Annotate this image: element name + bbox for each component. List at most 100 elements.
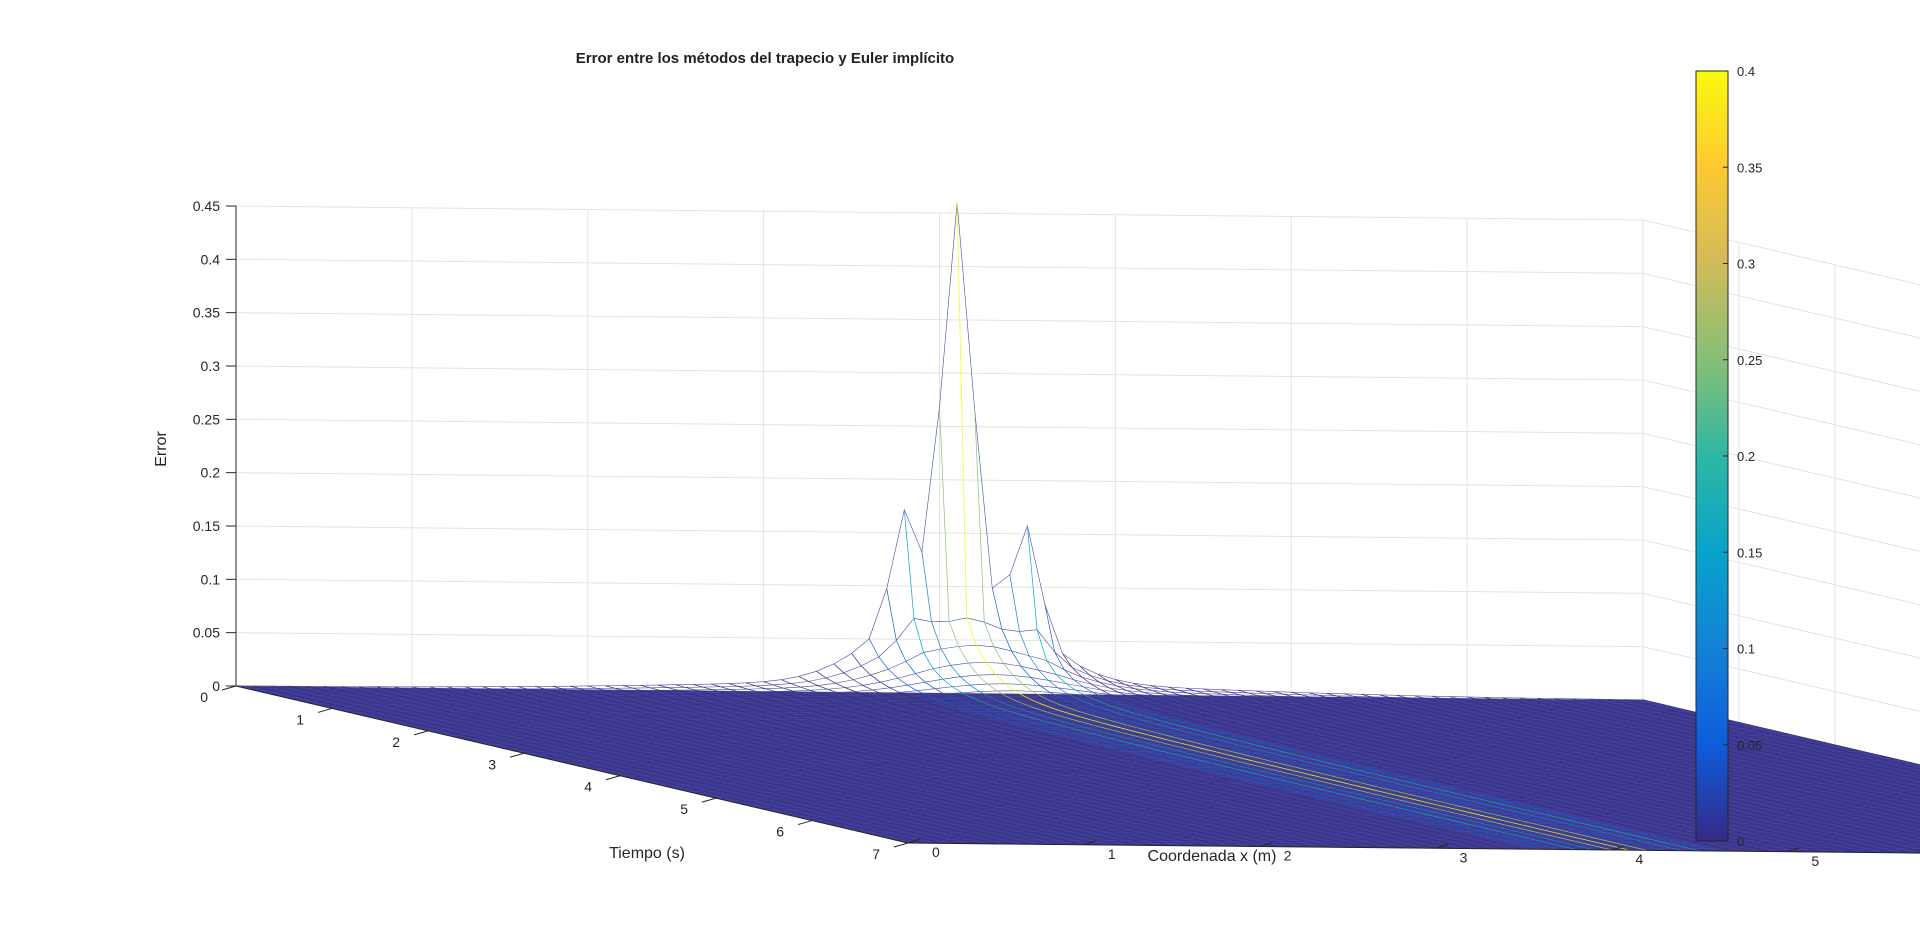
mesh-line: [1044, 604, 1718, 852]
mesh-line: [570, 685, 1243, 847]
mesh-line: [675, 684, 1348, 848]
mesh-line: [1554, 698, 1920, 785]
grid-line: [1642, 646, 1920, 712]
x-tick-label: 4: [1636, 851, 1644, 867]
mesh-line: [1079, 665, 1753, 852]
mesh-line: [728, 683, 1401, 849]
mesh-line: [693, 684, 1366, 848]
grid-line: [235, 578, 1644, 594]
y-tick-mark: [701, 797, 717, 803]
mesh-line: [816, 671, 1489, 850]
mesh-line: [1027, 525, 1700, 852]
axes-lines: [221, 205, 1920, 854]
grid-line: [235, 312, 1644, 328]
colorbar-tick-label: 0.3: [1737, 257, 1755, 272]
x-axis-label: Coordenada x (m): [1148, 848, 1277, 865]
mesh-line: [464, 686, 1137, 846]
y-tick-mark: [413, 730, 429, 736]
mesh-line: [1291, 691, 1920, 844]
mesh-line: [1484, 696, 1920, 801]
y-tick-label: 6: [776, 824, 784, 840]
y-tick-label: 4: [584, 779, 592, 795]
mesh-line: [499, 686, 1172, 846]
mesh-line: [781, 679, 1454, 849]
grid-line: [235, 418, 1644, 434]
mesh-line: [903, 509, 1577, 850]
colorbar-tick-label: 0.05: [1737, 738, 1762, 753]
colorbar-tick-label: 0.2: [1737, 449, 1755, 464]
mesh-line: [359, 686, 1032, 845]
x-tick-label: 2: [1284, 848, 1292, 864]
mesh-line: [851, 653, 1524, 850]
mesh-line: [482, 686, 1155, 846]
y-tick-label: 1: [296, 711, 304, 727]
x-tick-label: 0: [932, 844, 940, 860]
y-tick-label: 0: [200, 689, 208, 705]
grid-line: [235, 632, 1644, 648]
mesh-line: [534, 686, 1208, 847]
mesh-line: [446, 686, 1120, 846]
mesh-line: [323, 686, 997, 845]
grid-line: [1642, 326, 1920, 392]
mesh-line: [1326, 692, 1920, 836]
z-tick-label: 0.15: [193, 518, 220, 534]
z-tick-label: 0.45: [193, 198, 220, 214]
mesh-line: [1115, 679, 1788, 853]
colorbar-tick-label: 0.25: [1737, 353, 1762, 368]
y-tick-label: 7: [872, 846, 880, 862]
colorbar-tick-label: 0: [1737, 834, 1744, 849]
x-tick-mark: [1083, 840, 1097, 846]
mesh-line: [517, 686, 1190, 847]
mesh-line: [1467, 696, 1920, 805]
mesh-line: [974, 409, 1647, 851]
y-tick-label: 3: [488, 756, 496, 772]
mesh-line: [640, 684, 1313, 848]
z-axis-label: Error: [153, 431, 170, 467]
mesh-line: [1396, 694, 1920, 821]
mesh-line: [411, 686, 1084, 846]
grid-line: [1642, 486, 1920, 552]
mesh-line: [271, 685, 944, 844]
z-tick-label: 0.25: [193, 411, 220, 427]
mesh-line: [605, 685, 1278, 847]
mesh-line: [1273, 691, 1920, 848]
mesh-line: [710, 683, 1383, 849]
x-tick-label: 1: [1108, 846, 1116, 862]
mesh-line: [552, 685, 1225, 847]
y-tick-mark: [509, 752, 525, 758]
mesh-line: [1062, 653, 1735, 852]
mesh-line: [429, 686, 1102, 846]
mesh-line: [1519, 697, 1920, 793]
mesh-line: [306, 686, 979, 845]
mesh-line: [622, 685, 1296, 848]
mesh-line: [1414, 695, 1920, 817]
x-tick-mark: [907, 838, 921, 844]
mesh-line: [1255, 690, 1920, 852]
y-tick-mark: [605, 775, 621, 781]
tick-labels: 0 0.05 0.1 0.15 0.2 0.25 0.3 0.3 5 0.4 0.45 0 1 2 3 4 5 6…: [193, 198, 1820, 869]
mesh-line: [376, 686, 1049, 845]
mesh-line: [658, 684, 1331, 848]
x-tick-mark: [1787, 847, 1800, 853]
y-tick-label: 5: [680, 801, 688, 817]
x-tick-label: 5: [1811, 853, 1819, 869]
mesh-line: [1097, 673, 1770, 852]
mesh-line: [1625, 699, 1920, 769]
grid-line: [1642, 272, 1920, 339]
mesh-line: [886, 588, 1559, 850]
mesh-line: [868, 638, 1542, 850]
mesh-line: [1502, 697, 1920, 797]
mesh-line: [1343, 693, 1920, 832]
z-tick-label: 0.4: [201, 251, 221, 267]
colorbar-tick-label: 0.1: [1737, 642, 1755, 657]
z-tick-label: 0.3: [201, 358, 221, 374]
mesh-line: [833, 663, 1507, 850]
grid-line: [1642, 592, 1920, 659]
grid-line: [1642, 539, 1920, 606]
y-axis-line: [235, 685, 909, 844]
mesh-line: [394, 686, 1067, 845]
grid-line: [1642, 379, 1920, 446]
colorbar-tick-label: 0.4: [1737, 64, 1755, 79]
mesh-line: [1537, 697, 1920, 789]
